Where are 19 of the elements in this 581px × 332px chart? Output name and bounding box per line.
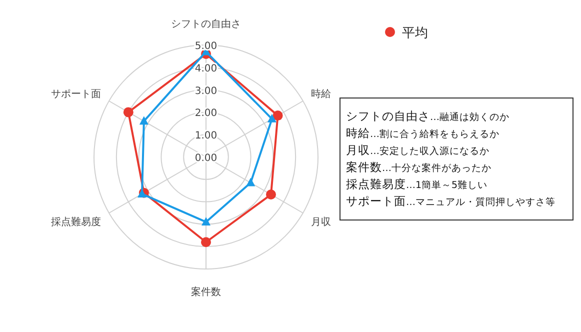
text: サポート面…マニュアル・質問押しやすさ等 <box>346 194 556 208</box>
y-tick-label: 4.00 <box>194 63 218 74</box>
spoke-label: サポート面 <box>51 89 102 100</box>
y-tick-label: 0.00 <box>194 153 218 164</box>
spoke-label: 月収 <box>310 216 331 228</box>
legend-label: 平均 <box>402 26 428 41</box>
spoke-label: シフトの自由さ <box>171 18 241 30</box>
y-tick-label: 2.00 <box>194 108 218 120</box>
text: 月収…安定した収入源になるか <box>346 143 490 157</box>
y-tick-label: 1.00 <box>194 130 218 142</box>
text: 採点難易度…1簡単～5難しい <box>346 177 488 191</box>
spoke-label: 案件数 <box>191 286 221 298</box>
text: 時給…割に合う給料をもらえるか <box>346 126 500 140</box>
text: シフトの自由さ…融通は効くのか <box>346 109 510 123</box>
spoke-label: 時給 <box>310 88 331 100</box>
y-tick-label: 5.00 <box>194 41 218 52</box>
text: 案件数…十分な案件があったか <box>346 160 492 174</box>
y-tick-label: 3.00 <box>194 86 218 97</box>
spoke-label: 採点難易度 <box>51 216 102 228</box>
